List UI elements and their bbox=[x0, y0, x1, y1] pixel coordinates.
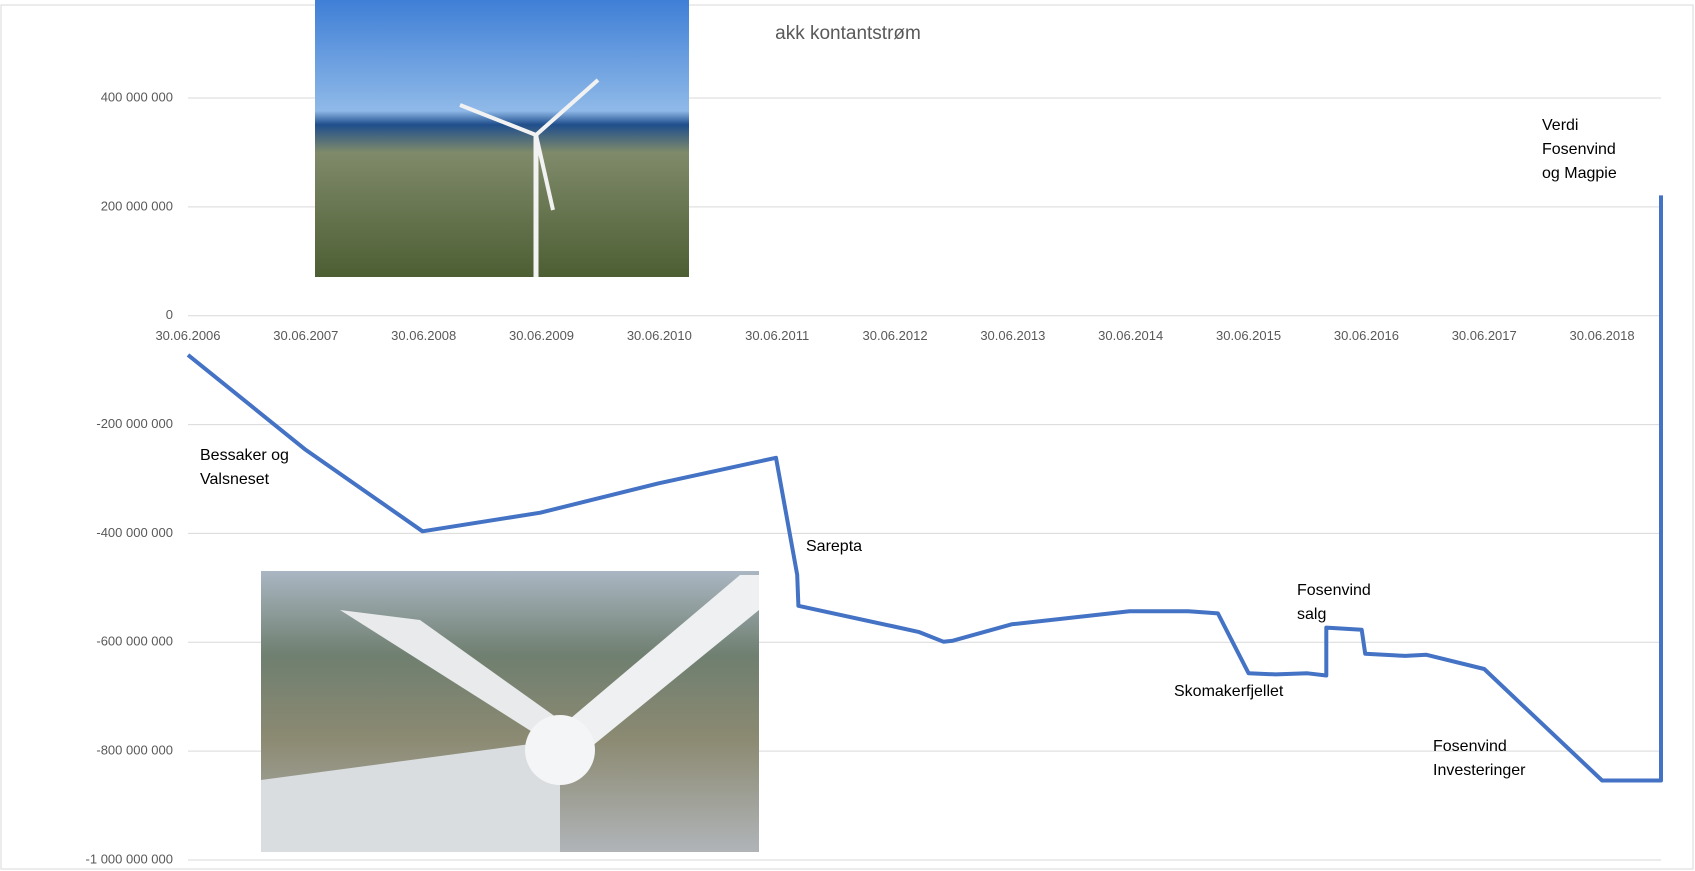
x-tick-label: 30.06.2014 bbox=[1098, 328, 1163, 343]
x-tick-label: 30.06.2013 bbox=[980, 328, 1045, 343]
x-tick-label: 30.06.2010 bbox=[627, 328, 692, 343]
annotation: Fosenvind bbox=[1542, 141, 1616, 158]
annotation: Fosenvind bbox=[1297, 582, 1371, 599]
x-tick-label: 30.06.2018 bbox=[1570, 328, 1635, 343]
x-tick-label: 30.06.2007 bbox=[273, 328, 338, 343]
x-tick-label: 30.06.2008 bbox=[391, 328, 456, 343]
chart-title: akk kontantstrøm bbox=[775, 23, 921, 44]
photo-top bbox=[315, 0, 689, 277]
annotation: Verdi bbox=[1542, 117, 1578, 134]
y-tick-label: 0 bbox=[166, 307, 173, 322]
annotation: Investeringer bbox=[1433, 762, 1526, 779]
x-tick-label: 30.06.2017 bbox=[1452, 328, 1517, 343]
x-tick-label: 30.06.2009 bbox=[509, 328, 574, 343]
annotation: Valsneset bbox=[200, 471, 270, 488]
y-tick-label: -600 000 000 bbox=[96, 634, 173, 649]
x-tick-label: 30.06.2012 bbox=[863, 328, 928, 343]
annotation: Sarepta bbox=[806, 538, 862, 555]
y-tick-label: -800 000 000 bbox=[96, 743, 173, 758]
chart: -1 000 000 000 -800 000 000 -600 000 000 -4… bbox=[0, 0, 1695, 871]
x-tick-label: 30.06.2016 bbox=[1334, 328, 1399, 343]
x-tick-label: 30.06.2015 bbox=[1216, 328, 1281, 343]
y-tick-label: -1 000 000 000 bbox=[86, 851, 173, 866]
x-tick-label: 30.06.2006 bbox=[155, 328, 220, 343]
y-tick-label: 400 000 000 bbox=[101, 89, 173, 104]
photo-bottom bbox=[261, 571, 759, 852]
y-tick-label: 200 000 000 bbox=[101, 198, 173, 213]
y-tick-label: -200 000 000 bbox=[96, 416, 173, 431]
annotation: og Magpie bbox=[1542, 165, 1617, 182]
annotation: Bessaker og bbox=[200, 447, 289, 464]
y-tick-label: -400 000 000 bbox=[96, 525, 173, 540]
annotation: salg bbox=[1297, 606, 1326, 623]
annotation: Skomakerfjellet bbox=[1174, 683, 1284, 700]
annotation: Fosenvind bbox=[1433, 738, 1507, 755]
x-tick-label: 30.06.2011 bbox=[745, 328, 809, 343]
